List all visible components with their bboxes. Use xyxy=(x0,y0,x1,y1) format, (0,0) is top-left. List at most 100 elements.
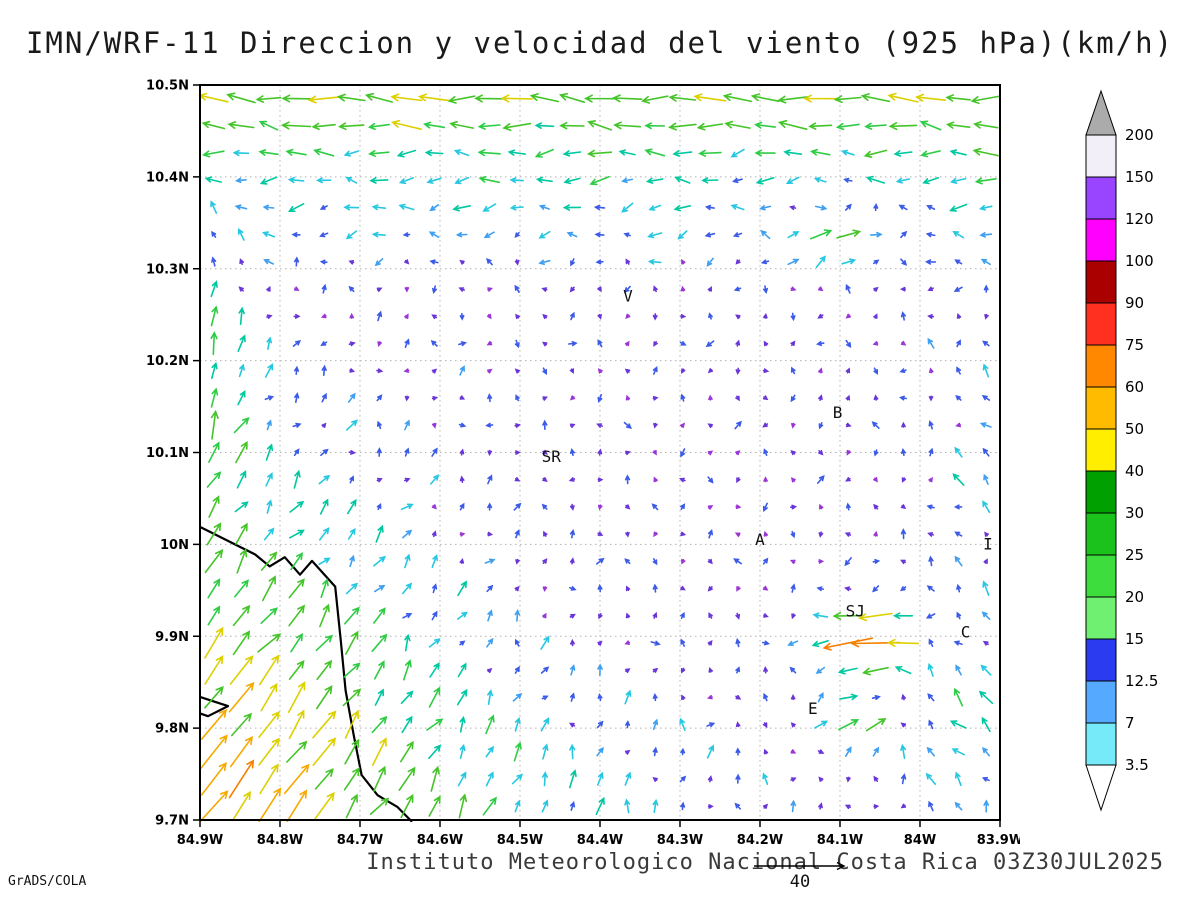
wind-arrow xyxy=(734,802,741,810)
y-tick-label: 10.1N xyxy=(146,446,189,461)
wind-arrow xyxy=(818,776,824,782)
wind-arrow xyxy=(861,666,889,676)
wind-arrow xyxy=(928,800,934,812)
wind-arrow xyxy=(624,558,631,565)
y-tick-label: 9.9N xyxy=(155,630,189,645)
wind-arrow xyxy=(624,640,631,645)
wind-arrow xyxy=(562,150,582,157)
colorbar-band xyxy=(1085,470,1117,514)
wind-arrow xyxy=(763,530,769,537)
wind-arrow xyxy=(320,313,327,319)
colorbar-band xyxy=(1085,302,1117,346)
wind-arrow xyxy=(597,448,603,456)
wind-arrow xyxy=(542,743,549,760)
station-label: SR xyxy=(542,447,562,466)
wind-arrow xyxy=(484,558,496,564)
wind-arrow xyxy=(845,203,852,211)
wind-arrow xyxy=(980,258,991,266)
wind-arrow xyxy=(569,801,576,811)
colorbar-band xyxy=(1085,596,1117,640)
y-tick-label: 10.4N xyxy=(146,170,189,185)
wind-arrow xyxy=(762,285,768,294)
wind-arrow xyxy=(900,743,907,760)
wind-arrow xyxy=(344,738,360,765)
station-label: B xyxy=(833,403,843,422)
wind-arrow xyxy=(229,655,254,685)
wind-arrow xyxy=(735,637,741,648)
wind-arrow xyxy=(482,203,497,212)
wind-arrow xyxy=(293,469,301,489)
wind-arrow xyxy=(513,741,522,762)
wind-arrow xyxy=(763,448,769,456)
wind-arrow xyxy=(456,611,468,620)
wind-arrow xyxy=(589,175,610,186)
wind-arrow xyxy=(258,710,280,738)
wind-arrow xyxy=(371,633,388,652)
wind-arrow xyxy=(514,799,521,813)
wind-arrow xyxy=(808,122,833,130)
wind-arrow xyxy=(514,529,520,539)
wind-arrow xyxy=(432,285,437,295)
wind-arrow xyxy=(569,664,576,676)
wind-arrow xyxy=(569,368,575,374)
wind-arrow xyxy=(624,474,631,485)
coastline-path xyxy=(199,525,413,822)
wind-arrow xyxy=(790,777,797,782)
wind-arrow xyxy=(791,613,796,620)
wind-arrow xyxy=(400,503,414,511)
wind-arrow xyxy=(763,666,768,674)
wind-arrow xyxy=(762,395,769,401)
wind-arrow xyxy=(919,120,942,131)
x-tick-label: 84.5W xyxy=(497,833,543,848)
wind-arrow xyxy=(858,612,893,622)
wind-arrow xyxy=(755,177,775,185)
colorbar-band xyxy=(1085,176,1117,220)
wind-arrow xyxy=(319,259,328,265)
wind-arrow xyxy=(428,231,440,238)
wind-arrow xyxy=(972,147,999,157)
wind-arrow xyxy=(348,260,355,265)
colorbar-under-arrow xyxy=(1085,764,1117,812)
wind-arrow xyxy=(735,747,741,756)
wind-arrow xyxy=(707,775,713,783)
wind-arrow xyxy=(735,395,740,402)
colorbar-band xyxy=(1085,554,1117,598)
wind-arrow xyxy=(974,177,997,185)
wind-arrow xyxy=(459,395,466,400)
wind-arrow xyxy=(292,422,302,428)
colorbar-band xyxy=(1085,722,1117,766)
wind-arrow xyxy=(722,93,753,103)
wind-arrow xyxy=(762,557,769,565)
wind-arrow xyxy=(925,613,936,619)
wind-arrow xyxy=(374,688,384,706)
wind-arrow xyxy=(320,448,329,456)
wind-arrow xyxy=(922,177,940,185)
wind-arrow xyxy=(832,611,864,620)
wind-arrow xyxy=(650,640,661,646)
y-tick-label: 10.2N xyxy=(146,354,189,369)
wind-arrow xyxy=(914,93,947,102)
wind-arrow xyxy=(428,638,441,648)
wind-arrow xyxy=(790,450,796,456)
wind-arrow xyxy=(611,94,643,103)
wind-arrow xyxy=(790,799,797,813)
wind-arrow xyxy=(706,722,716,728)
wind-arrow xyxy=(208,441,220,463)
wind-arrow xyxy=(707,639,713,646)
wind-arrow xyxy=(404,419,410,431)
wind-arrow xyxy=(754,149,776,157)
wind-arrow xyxy=(863,149,888,158)
wind-arrow xyxy=(978,690,994,704)
wind-arrow xyxy=(232,604,251,627)
wind-arrow xyxy=(377,341,382,347)
wind-arrow xyxy=(457,662,467,678)
colorbar-band xyxy=(1085,680,1117,724)
wind-arrow xyxy=(763,613,769,618)
wind-arrow xyxy=(321,422,327,428)
wind-arrow xyxy=(979,422,992,428)
wind-arrow xyxy=(623,232,631,238)
wind-arrow xyxy=(204,626,224,659)
wind-arrow xyxy=(452,205,471,212)
wind-arrow xyxy=(954,259,963,265)
wind-arrow xyxy=(707,368,714,374)
